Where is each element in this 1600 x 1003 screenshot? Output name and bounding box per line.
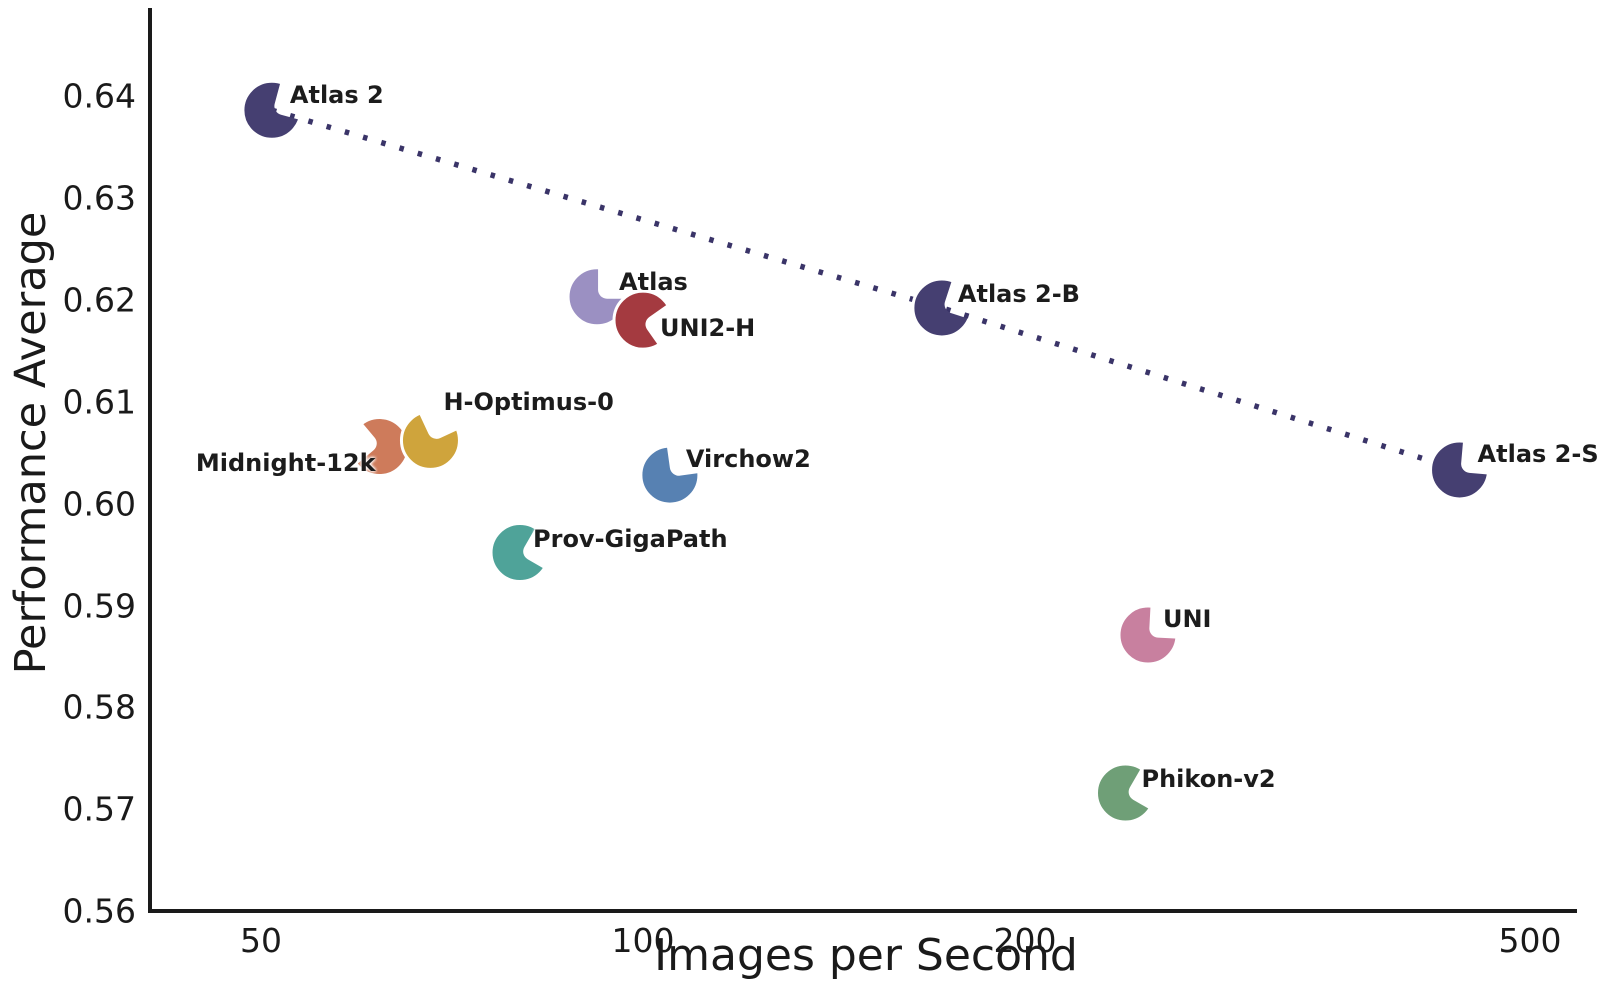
marker-prov-gigapath xyxy=(489,522,551,584)
y-tick-label: 0.64 xyxy=(62,76,136,116)
marker-uni2-h xyxy=(612,289,674,351)
marker-atlas-2 xyxy=(241,79,303,141)
point-label: Virchow2 xyxy=(685,445,811,474)
marker-atlas-2-b xyxy=(911,277,973,339)
y-tick-label: 0.59 xyxy=(62,586,136,625)
x-tick-label: 100 xyxy=(611,921,675,960)
point-label: Prov-GigaPath xyxy=(533,524,728,553)
y-tick-label: 0.61 xyxy=(62,382,136,422)
point-label: H-Optimus-0 xyxy=(443,388,614,417)
marker-uni xyxy=(1117,604,1179,666)
point-label: Atlas 2-S xyxy=(1477,439,1599,468)
y-tick-label: 0.60 xyxy=(62,484,136,524)
marker-h-optimus-0 xyxy=(399,409,461,471)
y-tick-label: 0.62 xyxy=(62,280,136,320)
point-label: Atlas xyxy=(619,267,688,296)
point-label: UNI xyxy=(1162,605,1212,634)
y-tick-label: 0.57 xyxy=(62,789,136,829)
x-tick-label: 200 xyxy=(993,921,1057,960)
x-axis-line xyxy=(148,909,1577,913)
x-tick-label: 500 xyxy=(1498,921,1562,960)
marker-atlas-2-s xyxy=(1429,439,1491,501)
y-tick-label: 0.56 xyxy=(62,891,136,931)
y-axis-line xyxy=(148,8,152,913)
marker-phikon-v2 xyxy=(1094,762,1156,824)
point-label: Atlas 2-B xyxy=(957,279,1080,308)
point-label: Atlas 2 xyxy=(289,81,384,110)
x-axis-title: Images per Second xyxy=(654,930,1078,981)
y-tick-label: 0.58 xyxy=(62,687,136,727)
y-tick-label: 0.63 xyxy=(62,178,136,218)
marker-virchow2 xyxy=(639,444,701,506)
point-label: UNI2-H xyxy=(660,314,756,343)
x-tick-label: 50 xyxy=(240,921,282,960)
point-label: Midnight-12k xyxy=(195,448,376,477)
point-label: Phikon-v2 xyxy=(1141,764,1276,793)
